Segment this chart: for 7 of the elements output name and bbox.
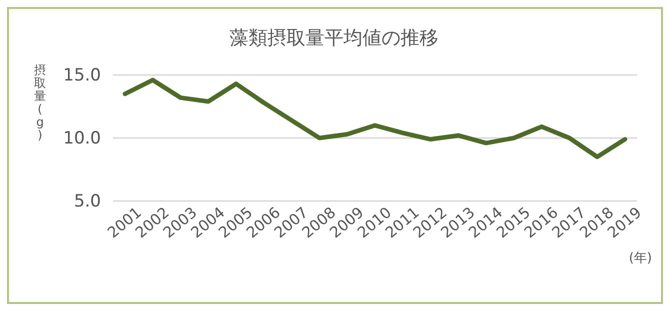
y-tick-label: 5.0 [74,191,101,212]
y-tick-label: 15.0 [63,65,101,86]
x-axis-title: (年) [628,251,652,266]
y-axis-title: 摂取量(g) [34,63,46,142]
chart-title: 藻類摂取量平均値の推移 [230,27,438,49]
line-series [122,78,628,160]
y-tick-label: 10.0 [63,128,101,148]
